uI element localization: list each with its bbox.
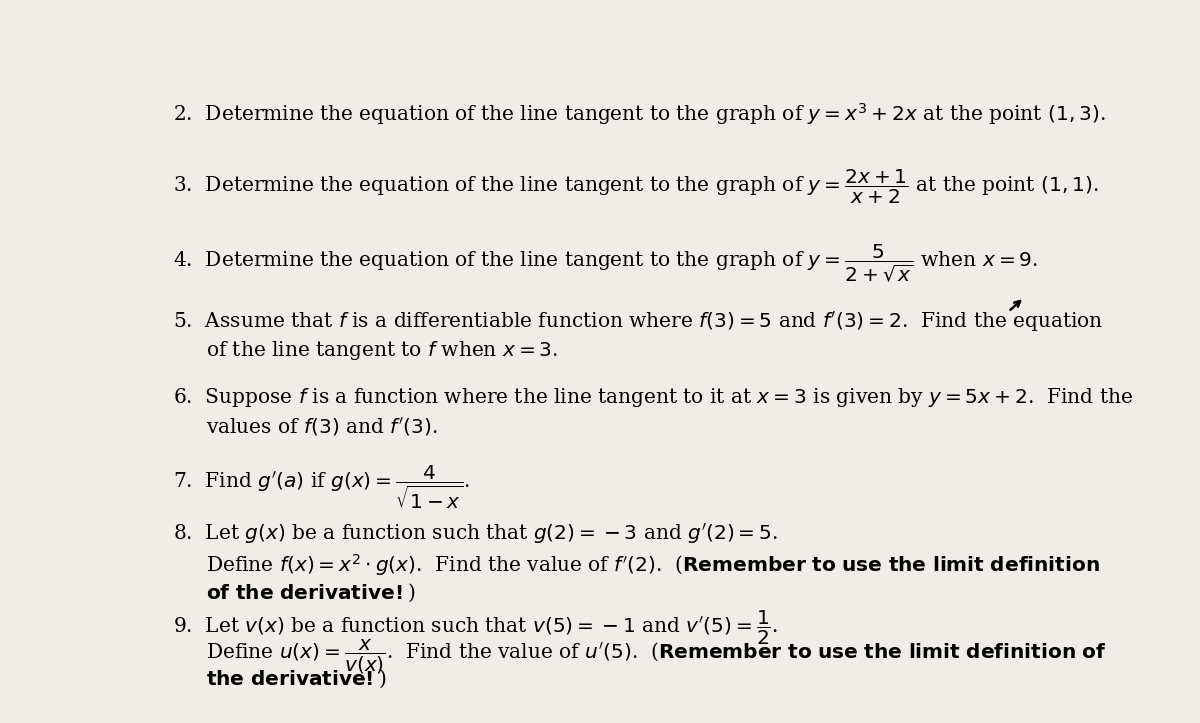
Text: Define $u(x) = \dfrac{x}{v(x)}$.  Find the value of $u'(5)$.  ($\bf{Remember\ to: Define $u(x) = \dfrac{x}{v(x)}$. Find th…: [206, 638, 1106, 676]
Text: $\bf{the\ derivative!}$): $\bf{the\ derivative!}$): [206, 667, 386, 690]
Text: 2.  Determine the equation of the line tangent to the graph of $y = x^3 + 2x$ at: 2. Determine the equation of the line ta…: [173, 100, 1106, 127]
Text: 3.  Determine the equation of the line tangent to the graph of $y = \dfrac{2x+1}: 3. Determine the equation of the line ta…: [173, 168, 1099, 206]
Text: 4.  Determine the equation of the line tangent to the graph of $y = \dfrac{5}{2+: 4. Determine the equation of the line ta…: [173, 243, 1038, 284]
Text: 5.  Assume that $f$ is a differentiable function where $f(3) = 5$ and $f'(3) = 2: 5. Assume that $f$ is a differentiable f…: [173, 309, 1104, 333]
Text: 6.  Suppose $f$ is a function where the line tangent to it at $x = 3$ is given b: 6. Suppose $f$ is a function where the l…: [173, 386, 1133, 409]
Text: 8.  Let $g(x)$ be a function such that $g(2) = -3$ and $g'(2) = 5$.: 8. Let $g(x)$ be a function such that $g…: [173, 522, 779, 546]
Text: of the line tangent to $f$ when $x = 3$.: of the line tangent to $f$ when $x = 3$.: [206, 339, 558, 362]
Text: Define $f(x) = x^2 \cdot g(x)$.  Find the value of $f'(2)$.  ($\bf{Remember\ to\: Define $f(x) = x^2 \cdot g(x)$. Find the…: [206, 552, 1099, 578]
Text: $\bf{of\ the\ derivative!}$): $\bf{of\ the\ derivative!}$): [206, 581, 415, 604]
Text: 9.  Let $v(x)$ be a function such that $v(5) = -1$ and $v'(5) = \dfrac{1}{2}$.: 9. Let $v(x)$ be a function such that $v…: [173, 609, 778, 647]
Text: 7.  Find $g'(a)$ if $g(x) = \dfrac{4}{\sqrt{1-x}}$.: 7. Find $g'(a)$ if $g(x) = \dfrac{4}{\sq…: [173, 463, 470, 511]
Text: values of $f(3)$ and $f'(3)$.: values of $f(3)$ and $f'(3)$.: [206, 416, 437, 438]
